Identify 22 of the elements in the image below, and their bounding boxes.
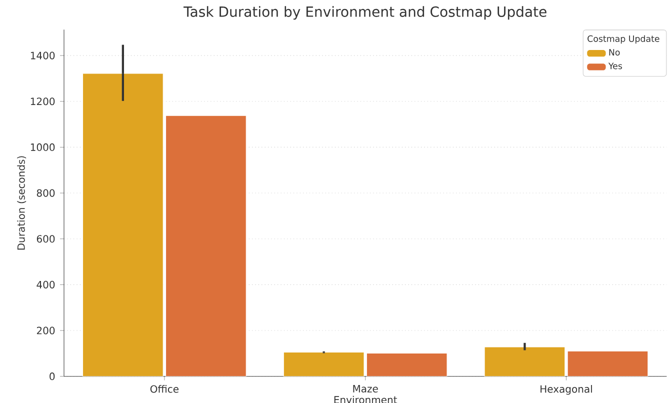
chart-title: Task Duration by Environment and Costmap Update [184,6,546,20]
legend-title: Costmap Update [588,35,660,44]
y-tick-label: 200 [36,326,55,334]
bar [82,73,164,376]
bar [366,352,448,376]
y-tick-label: 400 [36,280,55,288]
y-tick-label: 1200 [30,98,55,106]
legend-label: Yes [608,62,622,70]
y-tick-label: 0 [50,372,55,380]
y-tick-label: 800 [36,189,55,197]
y-tick-label: 1000 [30,143,55,151]
legend-label: No [609,49,620,56]
bar [283,352,364,376]
bar [166,115,246,376]
bar [567,350,648,376]
x-tick-label: Office [150,385,179,393]
y-tick-label: 1400 [30,52,55,60]
bar [484,346,566,376]
x-tick-label: Hexagonal [540,385,592,395]
y-axis-title: Duration (seconds) [17,156,26,250]
x-tick-label: Maze [353,385,378,392]
y-tick-label: 600 [36,235,55,243]
